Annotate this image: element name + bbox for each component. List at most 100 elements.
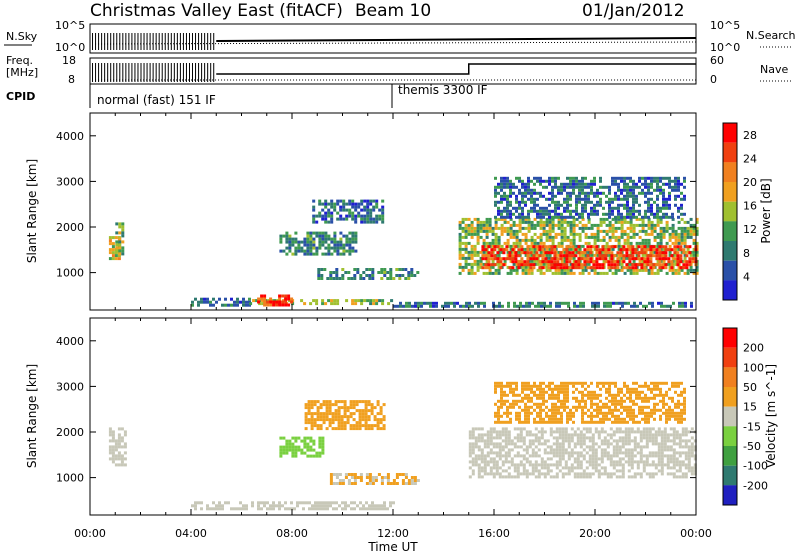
heatmap-cell	[629, 405, 632, 409]
heatmap-cell	[340, 424, 344, 428]
heatmap-cell	[509, 381, 512, 385]
heatmap-cell	[601, 248, 605, 252]
heatmap-cell	[588, 475, 592, 479]
heatmap-cell	[665, 182, 668, 186]
heatmap-cell	[641, 226, 645, 230]
heatmap-cell	[260, 297, 264, 301]
heatmap-cell	[350, 473, 354, 476]
heatmap-cell	[608, 238, 612, 242]
heatmap-cell	[548, 408, 551, 412]
heatmap-cell	[288, 439, 292, 443]
heatmap-cell	[641, 411, 644, 415]
heatmap-cell	[339, 231, 343, 235]
heatmap-cell	[620, 405, 623, 409]
heatmap-cell	[690, 301, 693, 305]
heatmap-cell	[467, 253, 471, 257]
heatmap-cell	[605, 271, 609, 275]
heatmap-cell	[560, 420, 563, 424]
heatmap-cell	[470, 253, 474, 257]
heatmap-cell	[261, 299, 265, 303]
heatmap-cell	[526, 260, 530, 264]
heatmap-cell	[620, 197, 623, 201]
heatmap-cell	[616, 257, 620, 261]
heatmap-cell	[512, 241, 516, 245]
heatmap-cell	[317, 271, 321, 274]
heatmap-cell	[572, 247, 576, 251]
heatmap-cell	[528, 472, 532, 476]
heatmap-cell	[572, 182, 575, 186]
heatmap-cell	[665, 212, 668, 216]
heatmap-cell	[481, 266, 485, 270]
heatmap-cell	[563, 259, 567, 263]
heatmap-cell	[554, 209, 557, 213]
heatmap-cell	[509, 215, 512, 219]
heatmap-cell	[522, 442, 526, 446]
heatmap-cell	[408, 301, 411, 305]
heatmap-cell	[548, 384, 551, 388]
heatmap-cell	[512, 268, 516, 272]
heatmap-cell	[512, 212, 515, 216]
heatmap-cell	[500, 176, 503, 180]
heatmap-cell	[467, 229, 471, 233]
heatmap-cell	[647, 188, 650, 192]
heatmap-cell	[316, 406, 320, 410]
heatmap-cell	[509, 387, 512, 391]
heatmap-cell	[512, 402, 515, 406]
heatmap-cell	[677, 399, 680, 403]
heatmap-cell	[339, 205, 343, 209]
heatmap-cell	[652, 266, 656, 270]
heatmap-cell	[520, 260, 524, 264]
heatmap-cell	[675, 463, 679, 467]
heatmap-cell	[474, 454, 478, 458]
heatmap-cell	[542, 396, 545, 400]
heatmap-cell	[504, 427, 508, 431]
heatmap-cell	[596, 238, 600, 242]
heatmap-cell	[108, 427, 112, 431]
heatmap-cell	[584, 226, 588, 230]
heatmap-cell	[553, 263, 557, 267]
freq-tick-low: 8	[68, 73, 75, 86]
heatmap-cell	[686, 247, 690, 251]
heatmap-cell	[620, 262, 624, 266]
heatmap-cell	[669, 427, 673, 431]
heatmap-cell	[628, 248, 632, 252]
heatmap-cell	[371, 504, 374, 508]
heatmap-cell	[458, 256, 462, 260]
heatmap-cell	[115, 222, 119, 226]
heatmap-cell	[644, 414, 647, 418]
colorbar-swatch	[723, 406, 737, 427]
heatmap-cell	[548, 209, 551, 213]
heatmap-cell	[644, 253, 648, 257]
heatmap-cell	[632, 271, 636, 275]
heatmap-cell	[573, 433, 577, 437]
heatmap-cell	[627, 454, 631, 458]
heatmap-cell	[677, 381, 680, 385]
heatmap-cell	[629, 241, 633, 245]
heatmap-cell	[666, 304, 669, 308]
heatmap-cell	[338, 277, 342, 280]
x-tick-label: 00:00	[680, 527, 712, 540]
heatmap-cell	[516, 439, 520, 443]
heatmap-cell	[340, 418, 344, 422]
heatmap-cell	[581, 271, 585, 275]
heatmap-cell	[635, 217, 639, 221]
heatmap-cell	[635, 420, 638, 424]
heatmap-cell	[473, 250, 477, 254]
heatmap-cell	[572, 229, 576, 233]
heatmap-cell	[683, 390, 686, 394]
heatmap-cell	[405, 304, 408, 308]
heatmap-cell	[480, 301, 483, 305]
heatmap-cell	[559, 251, 563, 255]
heatmap-cell	[346, 418, 350, 422]
heatmap-cell	[590, 390, 593, 394]
heatmap-cell	[662, 235, 666, 239]
heatmap-cell	[534, 460, 538, 464]
heatmap-cell	[287, 294, 291, 298]
heatmap-cell	[494, 387, 497, 391]
heatmap-cell	[683, 197, 686, 201]
heatmap-cell	[575, 232, 579, 236]
heatmap-cell	[627, 463, 631, 467]
heatmap-cell	[341, 268, 345, 271]
heatmap-cell	[218, 504, 221, 508]
heatmap-cell	[656, 212, 659, 216]
